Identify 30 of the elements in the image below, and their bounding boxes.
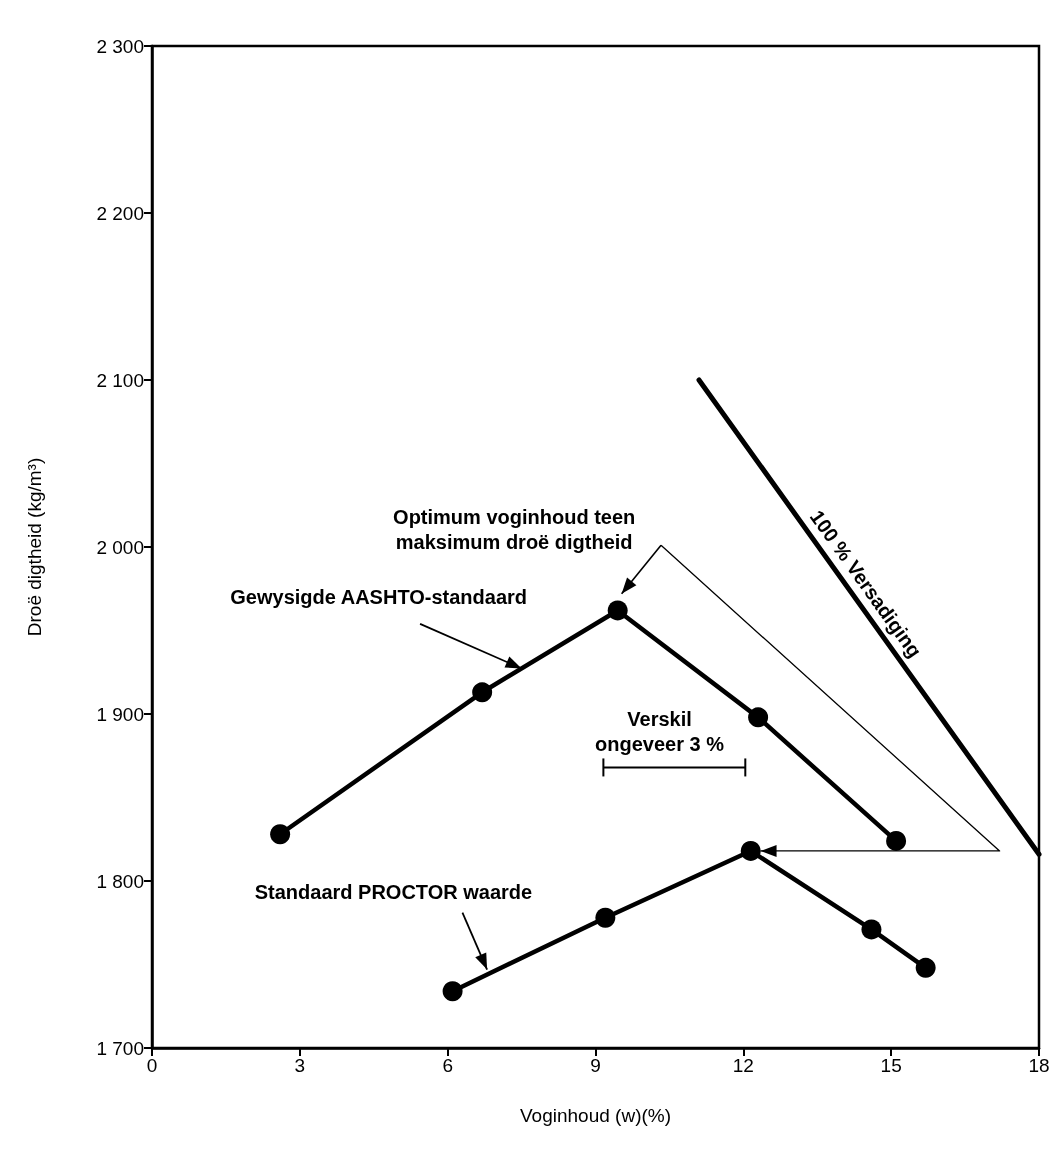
point: [595, 907, 616, 928]
text: Standaard PROCTOR waarde: [254, 881, 533, 904]
x-tick-label: 0: [146, 1055, 158, 1076]
point: [442, 981, 463, 1002]
y-tick-label: 2 200: [96, 202, 144, 224]
text: Gewysigde AASHTO-standaard: [230, 585, 528, 608]
x-tick-label: 18: [1028, 1055, 1050, 1076]
annotation: Optimum voginhoud teen maksimum droë digtheid: [393, 505, 636, 553]
x-tick-label: 9: [590, 1055, 601, 1076]
point: [861, 919, 882, 940]
x-tick-label: 6: [442, 1055, 453, 1076]
y-tick-label: 2 100: [96, 369, 144, 391]
y-axis-title: Droë digtheid (kg/m³): [24, 457, 45, 637]
y-tick-label: 2 300: [96, 35, 144, 57]
y-tick-label: 1 700: [96, 1037, 144, 1059]
point: [740, 840, 761, 861]
point: [607, 600, 628, 621]
point: [886, 830, 907, 851]
x-tick-label: 3: [294, 1055, 306, 1076]
point: [915, 957, 936, 978]
x-axis-title: Voginhoud (w)(%): [519, 1105, 672, 1126]
point: [472, 682, 493, 703]
y-tick-label: 2 000: [96, 536, 144, 558]
y-tick-label: 1 800: [96, 870, 144, 892]
point: [270, 824, 291, 845]
x-tick-label: 12: [732, 1055, 754, 1076]
point: [748, 707, 769, 728]
annotation: Verskil ongeveer 3 %: [595, 707, 725, 755]
y-tick-label: 1 900: [96, 703, 144, 725]
x-tick-label: 15: [880, 1055, 902, 1076]
